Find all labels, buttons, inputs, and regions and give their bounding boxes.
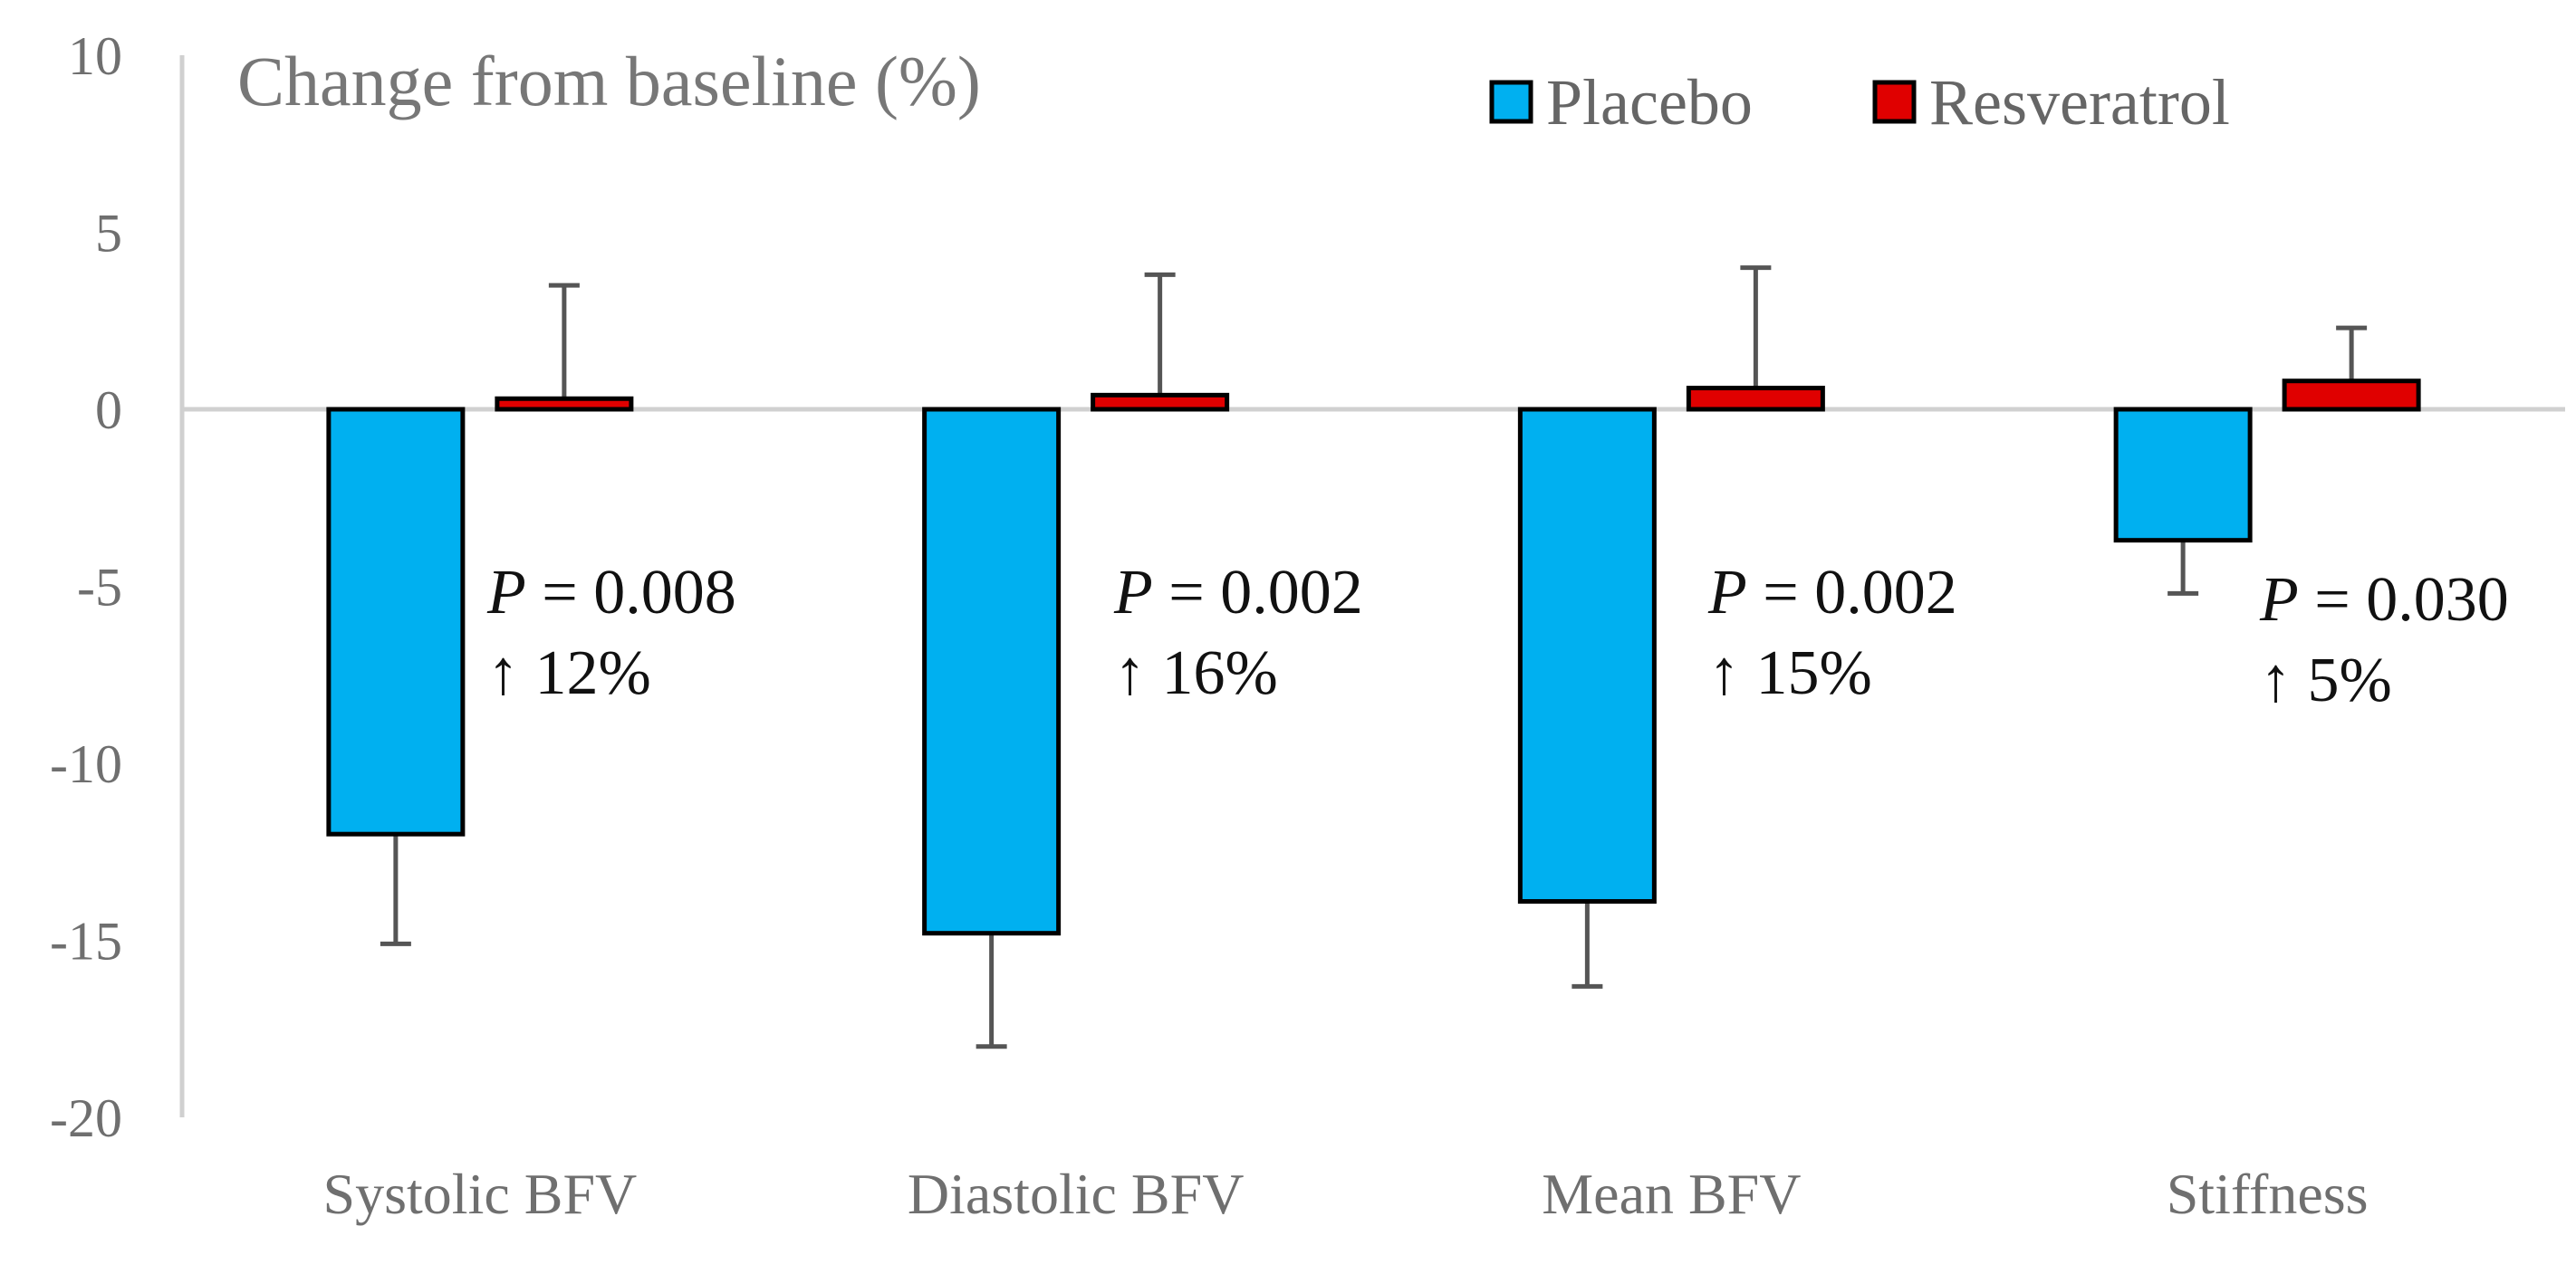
p-value: = 0.002	[1747, 558, 1957, 627]
p-value-annotation: P = 0.002	[1707, 558, 1957, 627]
bar-placebo	[2113, 407, 2253, 543]
p-value: = 0.030	[2299, 565, 2509, 635]
y-tick-label: -10	[50, 734, 122, 794]
p-label: P	[1707, 558, 1747, 627]
bar-placebo	[326, 407, 466, 837]
x-tick-label: Stiffness	[2167, 1162, 2369, 1226]
p-value: = 0.002	[1153, 558, 1363, 627]
y-tick-label: -20	[50, 1088, 122, 1148]
percent-change-annotation: ↑ 5%	[2260, 646, 2392, 715]
legend-label-resveratrol: Resveratrol	[1929, 66, 2230, 139]
p-value: = 0.008	[526, 558, 736, 627]
x-tick-label: Systolic BFV	[323, 1162, 638, 1226]
y-tick-label: 5	[95, 204, 122, 263]
p-value-annotation: P = 0.030	[2259, 565, 2509, 635]
y-tick-label: 0	[95, 380, 122, 440]
percent-change-annotation: ↑ 15%	[1708, 638, 1872, 708]
legend-label-placebo: Placebo	[1546, 66, 1753, 139]
legend-swatch-resveratrol	[1872, 80, 1917, 124]
chart-title: Change from baseline (%)	[237, 42, 981, 120]
bar-placebo	[922, 407, 1062, 936]
percent-change-annotation: ↑ 12%	[487, 638, 651, 708]
y-tick-label: -5	[77, 558, 122, 618]
bar-resveratrol	[495, 396, 634, 412]
p-value-annotation: P = 0.008	[486, 558, 736, 627]
bar-resveratrol	[2282, 378, 2421, 412]
p-label: P	[1113, 558, 1153, 627]
bar-placebo	[1517, 407, 1657, 904]
x-tick-label: Diastolic BFV	[908, 1162, 1245, 1226]
p-label: P	[2259, 565, 2299, 635]
bar-resveratrol	[1091, 392, 1230, 412]
percent-change-annotation: ↑ 16%	[1114, 638, 1278, 708]
p-label: P	[486, 558, 526, 627]
y-tick-label: 10	[68, 26, 122, 86]
x-tick-label: Mean BFV	[1542, 1162, 1801, 1226]
bar-resveratrol	[1686, 386, 1825, 412]
legend-swatch-placebo	[1489, 80, 1533, 124]
y-tick-label: -15	[50, 912, 122, 972]
p-value-annotation: P = 0.002	[1113, 558, 1363, 627]
